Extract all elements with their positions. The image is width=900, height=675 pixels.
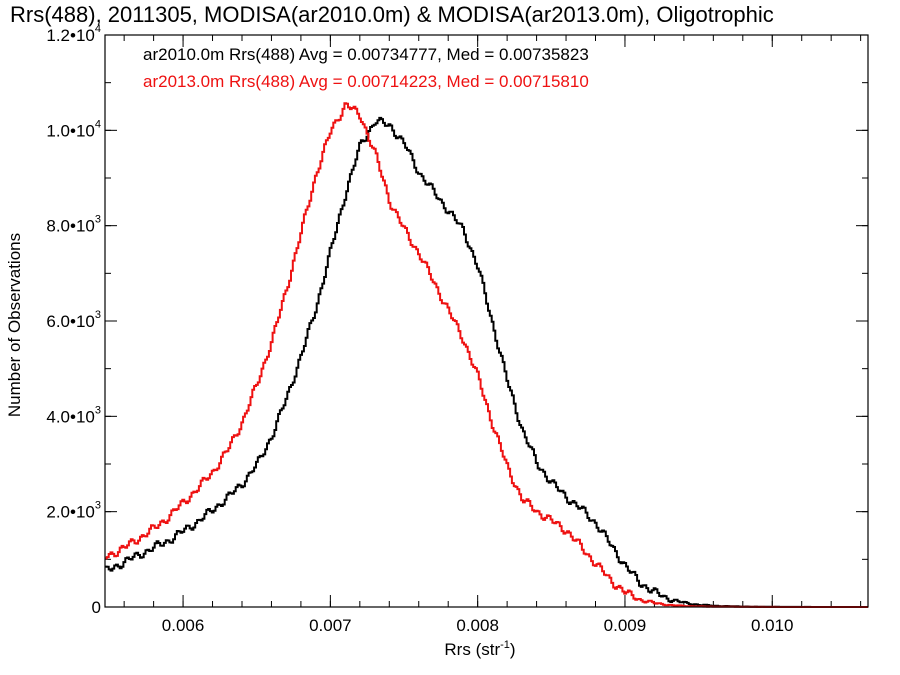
y-tick-label: 6.0•103 <box>46 309 101 331</box>
legend-entry-1: ar2010.0m Rrs(488) Avg = 0.00734777, Med… <box>143 45 589 64</box>
plot-frame <box>104 34 869 608</box>
legend: ar2010.0m Rrs(488) Avg = 0.00734777, Med… <box>143 45 589 91</box>
x-tick-label: 0.010 <box>751 616 794 635</box>
x-axis-label-sup: -1 <box>500 639 510 651</box>
legend-entry-2: ar2013.0m Rrs(488) Avg = 0.00714223, Med… <box>143 72 589 91</box>
y-tick-label: 2.0•103 <box>46 500 101 522</box>
x-tick-labels: 0.006 0.007 0.008 0.009 0.010 <box>162 616 794 635</box>
x-axis-label-base: Rrs (str <box>444 640 500 659</box>
y-tick-label: 4.0•103 <box>46 404 101 426</box>
series-line-2 <box>105 102 868 608</box>
series-layer <box>105 102 868 608</box>
y-tick-labels: 0 2.0•103 4.0•103 6.0•103 8.0•103 1.0•104 1.2•… <box>46 23 101 617</box>
x-tick-label: 0.007 <box>309 616 352 635</box>
y-axis-label: Number of Observations <box>5 233 24 417</box>
y-tick-label: 8.0•103 <box>46 214 101 236</box>
x-tick-label: 0.006 <box>162 616 205 635</box>
y-tick-label: 1.2•104 <box>46 23 101 45</box>
x-axis-label: Rrs (str-1) <box>444 639 515 659</box>
y-tick-label: 1.0•104 <box>46 118 101 140</box>
chart-title: Rrs(488), 2011305, MODISA(ar2010.0m) & M… <box>10 2 774 27</box>
x-tick-label: 0.008 <box>456 616 499 635</box>
series-line-1 <box>105 116 868 608</box>
x-tick-label: 0.009 <box>604 616 647 635</box>
y-tick-label: 0 <box>92 598 101 617</box>
x-axis-label-close: ) <box>510 640 516 659</box>
